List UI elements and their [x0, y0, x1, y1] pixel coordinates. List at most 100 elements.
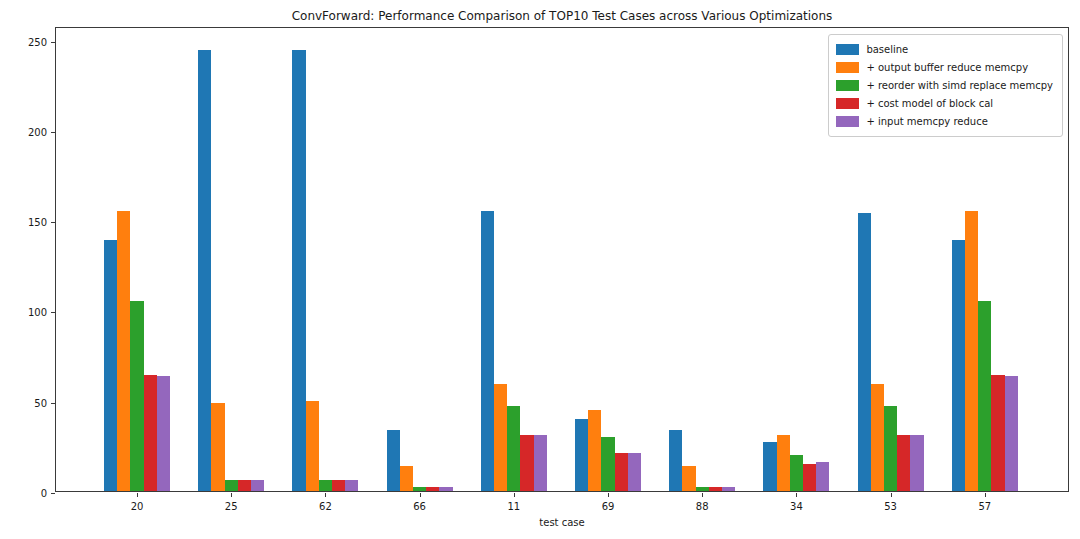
x-tick-label-53: 53	[884, 501, 897, 512]
bar-baseline-case-88	[669, 430, 682, 491]
y-tick-label: 50	[34, 397, 47, 408]
x-tick-mark	[420, 493, 421, 497]
legend-swatch-icon	[836, 62, 859, 73]
y-tick-label: 200	[28, 126, 47, 137]
y-tick-label: 100	[28, 307, 47, 318]
x-tick-label-88: 88	[696, 501, 709, 512]
x-tick-label-66: 66	[413, 501, 426, 512]
bar-baseline-case-34	[763, 442, 776, 491]
bar-cost-model-of-block-cal-case-57	[991, 375, 1004, 491]
x-axis-title: test case	[55, 517, 1069, 528]
bar-input-memcpy-reduce-case-53	[910, 435, 923, 491]
bar-reorder-with-simd-replace-memcpy-case-62	[319, 480, 332, 491]
x-tick-label-69: 69	[602, 501, 615, 512]
x-tick-label-25: 25	[225, 501, 238, 512]
bar-output-buffer-reduce-memcpy-case-25	[211, 403, 224, 491]
bar-baseline-case-20	[104, 240, 117, 491]
bar-cost-model-of-block-cal-case-11	[520, 435, 533, 491]
x-tick-mark	[796, 493, 797, 497]
x-tick-label-20: 20	[131, 501, 144, 512]
x-tick-label-57: 57	[978, 501, 991, 512]
bar-output-buffer-reduce-memcpy-case-88	[682, 466, 695, 491]
legend: baseline + output buffer reduce memcpy + r…	[828, 34, 1063, 137]
bar-output-buffer-reduce-memcpy-case-66	[400, 466, 413, 491]
bar-output-buffer-reduce-memcpy-case-57	[965, 211, 978, 491]
bar-baseline-case-11	[481, 211, 494, 491]
bar-reorder-with-simd-replace-memcpy-case-88	[696, 487, 709, 491]
x-tick-mark	[985, 493, 986, 497]
x-tick-mark	[702, 493, 703, 497]
bar-input-memcpy-reduce-case-66	[439, 487, 452, 491]
bar-cost-model-of-block-cal-case-25	[238, 480, 251, 491]
bar-input-memcpy-reduce-case-57	[1005, 376, 1018, 491]
bar-cost-model-of-block-cal-case-20	[144, 375, 157, 491]
bar-input-memcpy-reduce-case-34	[816, 462, 829, 491]
y-tick-mark	[51, 132, 55, 133]
bar-reorder-with-simd-replace-memcpy-case-66	[413, 487, 426, 491]
legend-label: + cost model of block cal	[866, 98, 993, 109]
y-tick-mark	[51, 493, 55, 494]
bar-input-memcpy-reduce-case-11	[534, 435, 547, 491]
bar-input-memcpy-reduce-case-20	[157, 376, 170, 491]
legend-label: + reorder with simd replace memcpy	[866, 80, 1053, 91]
y-tick-label: 150	[28, 217, 47, 228]
bar-reorder-with-simd-replace-memcpy-case-57	[978, 301, 991, 491]
bar-output-buffer-reduce-memcpy-case-11	[494, 384, 507, 491]
x-tick-mark	[325, 493, 326, 497]
legend-item: + input memcpy reduce	[836, 112, 1053, 130]
x-tick-label-62: 62	[319, 501, 332, 512]
bar-reorder-with-simd-replace-memcpy-case-53	[884, 406, 897, 491]
y-tick-mark	[51, 403, 55, 404]
legend-label: + output buffer reduce memcpy	[866, 62, 1028, 73]
legend-swatch-icon	[836, 44, 859, 55]
chart-title: ConvForward: Performance Comparison of T…	[55, 9, 1069, 23]
x-tick-mark	[514, 493, 515, 497]
legend-label: baseline	[866, 44, 908, 55]
bar-chart-figure: ConvForward: Performance Comparison of T…	[0, 0, 1080, 539]
bar-cost-model-of-block-cal-case-88	[709, 487, 722, 491]
bar-output-buffer-reduce-memcpy-case-34	[777, 435, 790, 491]
legend-swatch-icon	[836, 80, 859, 91]
legend-swatch-icon	[836, 98, 859, 109]
plot-area: 050100150200250 20256266116988345357 bas…	[55, 27, 1069, 492]
bar-baseline-case-69	[575, 419, 588, 491]
y-tick-label: 0	[41, 488, 47, 499]
bar-cost-model-of-block-cal-case-66	[426, 487, 439, 491]
bar-baseline-case-62	[292, 50, 305, 491]
bar-output-buffer-reduce-memcpy-case-20	[117, 211, 130, 491]
bar-input-memcpy-reduce-case-62	[345, 480, 358, 491]
bar-reorder-with-simd-replace-memcpy-case-11	[507, 406, 520, 491]
bar-output-buffer-reduce-memcpy-case-69	[588, 410, 601, 491]
legend-item: + cost model of block cal	[836, 94, 1053, 112]
legend-item: baseline	[836, 40, 1053, 58]
y-tick-label: 250	[28, 36, 47, 47]
bar-cost-model-of-block-cal-case-34	[803, 464, 816, 491]
bar-baseline-case-53	[858, 213, 871, 491]
x-tick-mark	[137, 493, 138, 497]
x-tick-label-11: 11	[507, 501, 520, 512]
y-tick-mark	[51, 222, 55, 223]
legend-item: + reorder with simd replace memcpy	[836, 76, 1053, 94]
x-tick-mark	[891, 493, 892, 497]
x-tick-mark	[231, 493, 232, 497]
bar-cost-model-of-block-cal-case-53	[897, 435, 910, 491]
x-tick-label-34: 34	[790, 501, 803, 512]
legend-swatch-icon	[836, 116, 859, 127]
bar-baseline-case-66	[387, 430, 400, 491]
bar-input-memcpy-reduce-case-25	[251, 480, 264, 491]
bar-input-memcpy-reduce-case-88	[722, 487, 735, 491]
bar-input-memcpy-reduce-case-69	[628, 453, 641, 491]
bar-output-buffer-reduce-memcpy-case-53	[871, 384, 884, 491]
bar-reorder-with-simd-replace-memcpy-case-25	[225, 480, 238, 491]
bar-baseline-case-57	[952, 240, 965, 491]
x-tick-mark	[608, 493, 609, 497]
bar-reorder-with-simd-replace-memcpy-case-69	[601, 437, 614, 491]
bar-baseline-case-25	[198, 50, 211, 491]
y-tick-mark	[51, 312, 55, 313]
bar-cost-model-of-block-cal-case-62	[332, 480, 345, 491]
legend-item: + output buffer reduce memcpy	[836, 58, 1053, 76]
bar-reorder-with-simd-replace-memcpy-case-20	[130, 301, 143, 491]
bar-cost-model-of-block-cal-case-69	[615, 453, 628, 491]
y-tick-mark	[51, 42, 55, 43]
bar-reorder-with-simd-replace-memcpy-case-34	[790, 455, 803, 491]
